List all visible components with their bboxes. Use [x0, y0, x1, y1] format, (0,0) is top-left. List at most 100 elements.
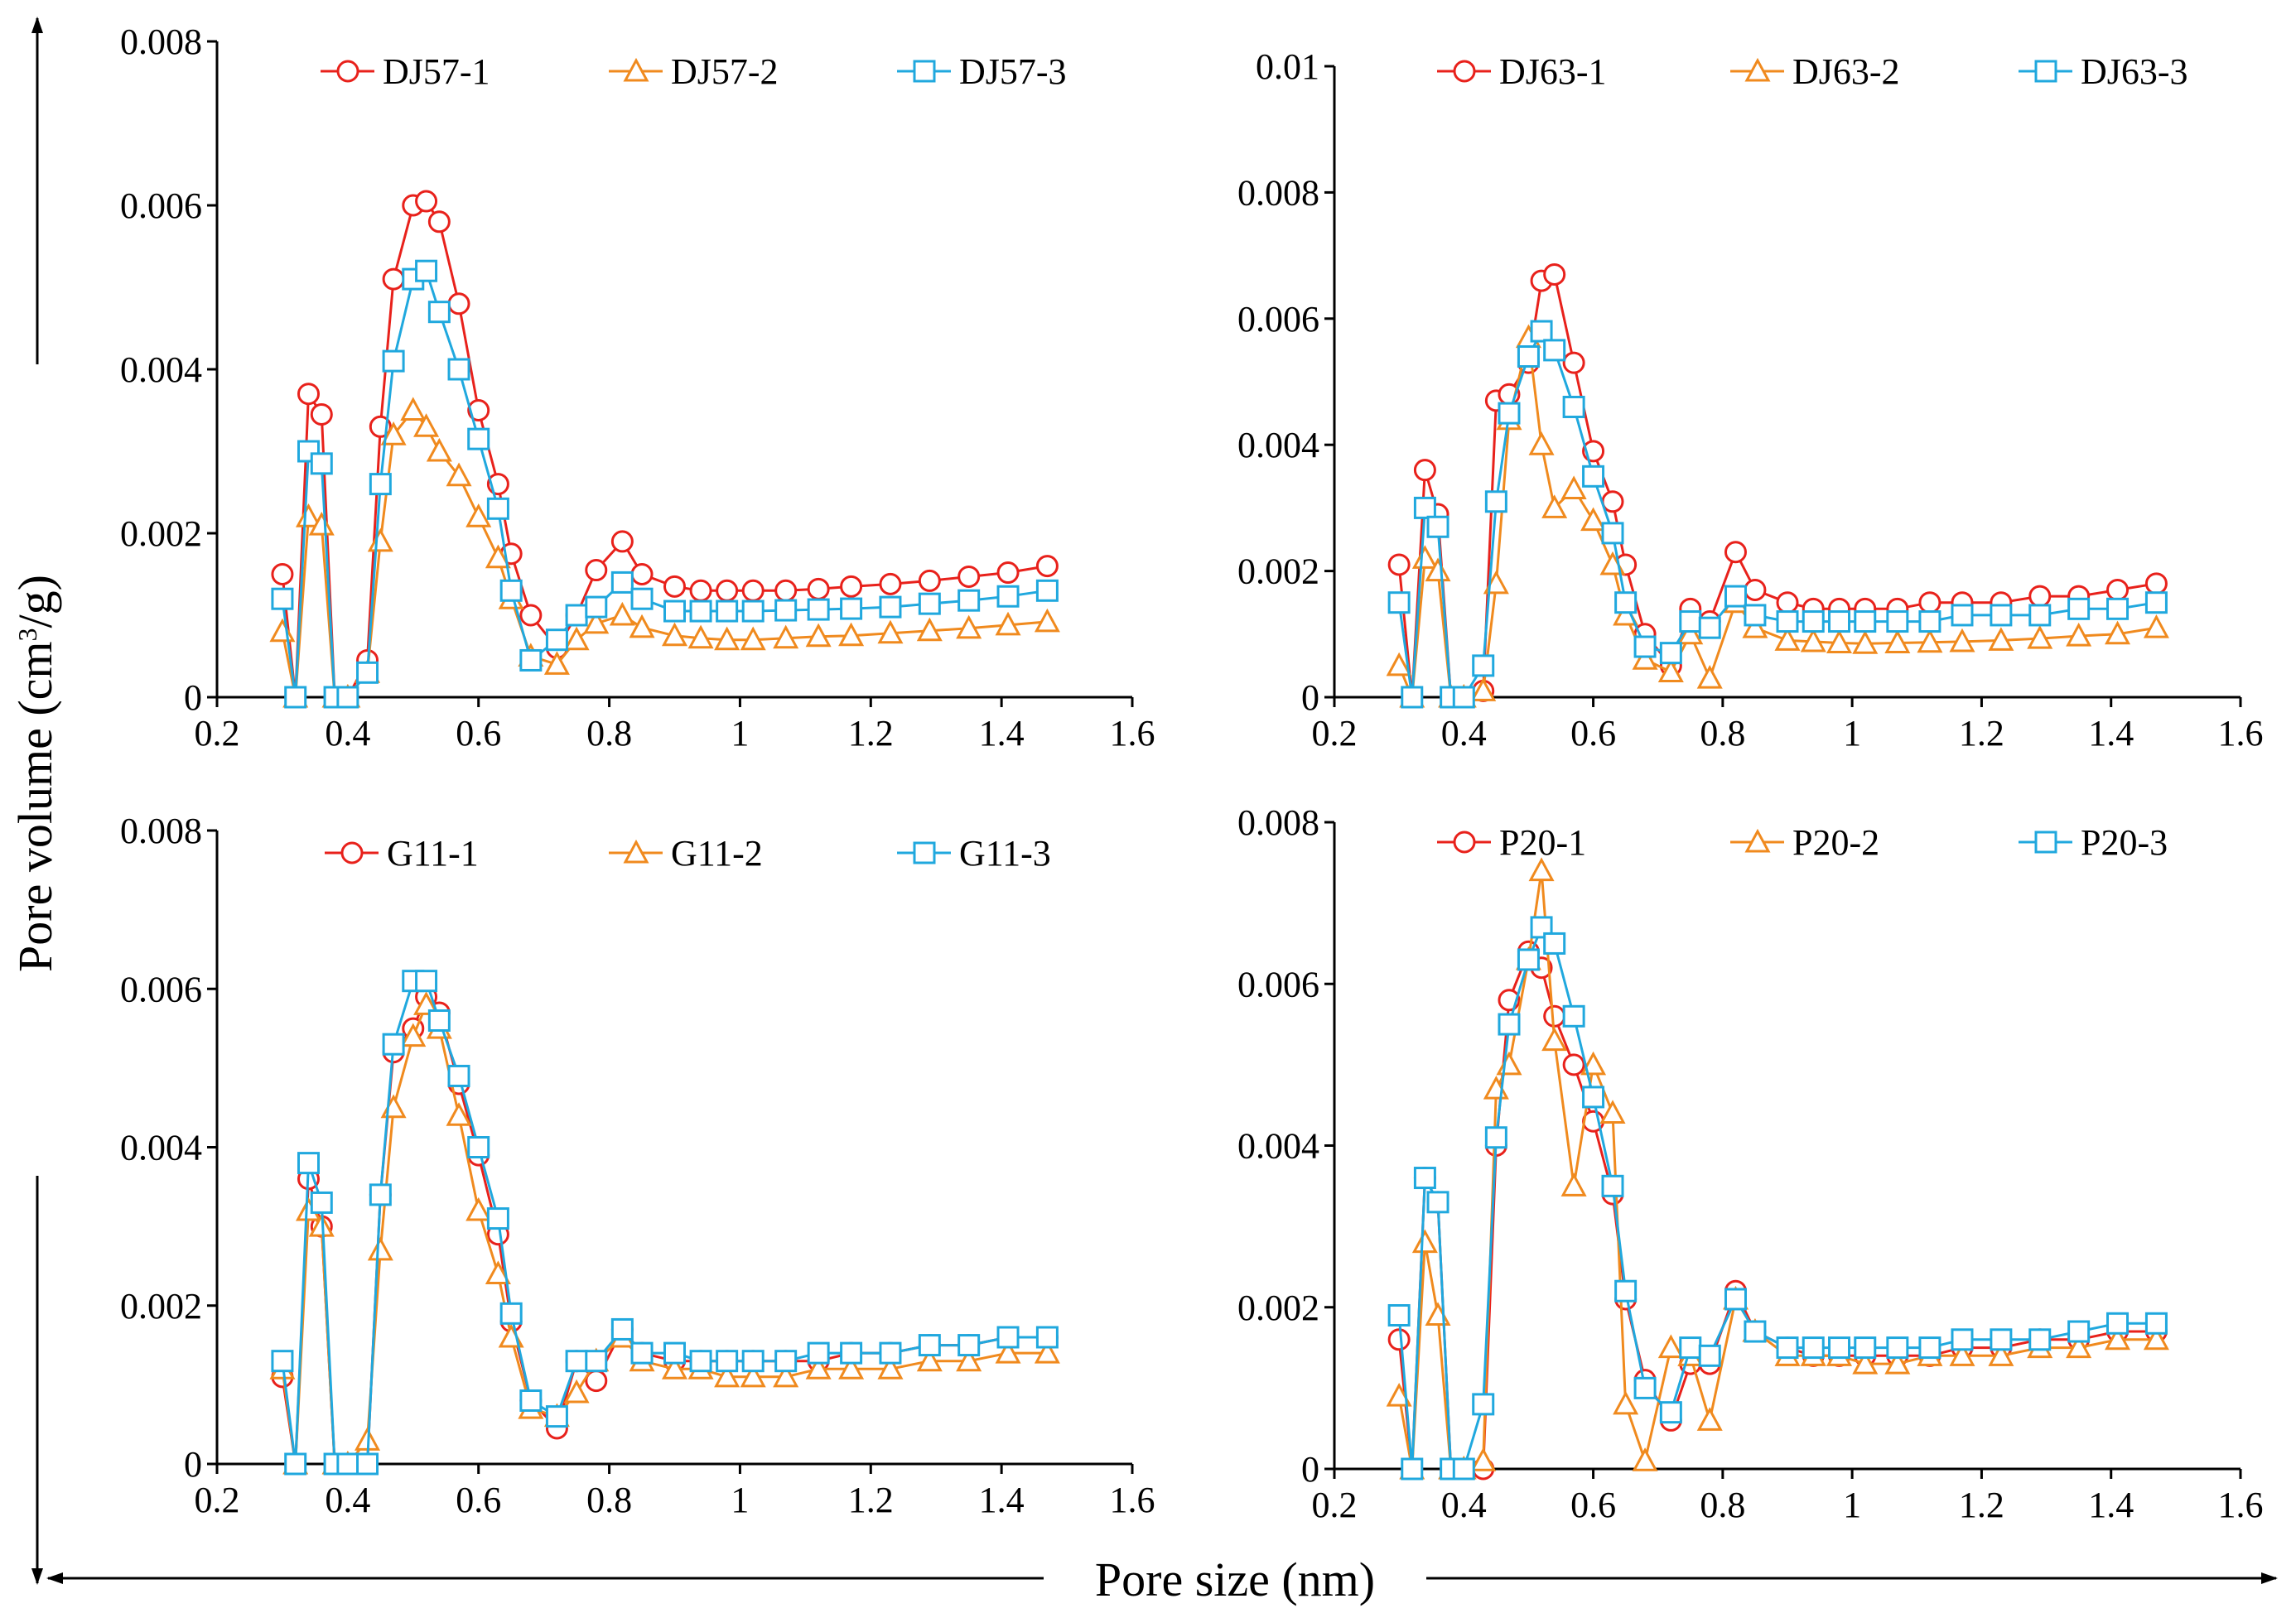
legend-marker-DJ63-3 [2034, 60, 2057, 83]
x-tick-label: 1.2 [848, 713, 894, 754]
data-point-DJ57-3 [996, 585, 1020, 608]
data-point-P20-3 [1679, 1336, 1702, 1360]
data-point-P20-3 [1601, 1174, 1624, 1197]
data-point-DJ63-2 [2105, 620, 2131, 645]
data-point-DJ57-2 [609, 601, 635, 626]
data-point-DJ57-3 [519, 648, 543, 672]
data-point-DJ63-3 [1452, 686, 1475, 709]
panels: 0 0.002 0.004 0.006 0.008 0.2 0.4 0.6 0.8 1 1.2 1.4… [120, 22, 2264, 1525]
data-point-DJ57-1 [447, 292, 470, 315]
data-point-DJ63-2 [1917, 628, 1943, 653]
data-point-DJ57-2 [714, 626, 740, 651]
x-tick-label: 0.8 [586, 713, 632, 754]
data-point-DJ63-2 [2143, 614, 2169, 638]
data-point-DJ57-3 [427, 301, 451, 324]
data-point-DJ63-3 [1918, 610, 1941, 633]
data-point-DJ57-2 [956, 614, 982, 639]
data-point-DJ63-3 [2106, 597, 2130, 620]
data-point-DJ57-2 [1034, 608, 1060, 633]
data-point-G11-2 [367, 1236, 393, 1261]
data-point-DJ57-3 [663, 599, 686, 623]
x-axis-title: Pore size (nm) [1095, 1553, 1375, 1606]
data-point-DJ57-3 [1035, 579, 1059, 602]
legend-label-P20-1: P20-1 [1499, 822, 1586, 863]
data-point-DJ57-3 [382, 349, 405, 373]
data-point-G11-2 [995, 1339, 1021, 1364]
data-point-DJ57-2 [877, 619, 904, 644]
data-point-DJ57-3 [447, 358, 470, 381]
data-point-G11-2 [485, 1260, 511, 1284]
series-line-DJ57-3 [281, 269, 1048, 699]
data-point-DJ57-1 [310, 402, 333, 426]
series-P20-3: P20-3 [1387, 822, 2168, 1481]
data-point-G11-3 [996, 1326, 1020, 1349]
data-point-DJ63-3 [1698, 616, 1721, 639]
data-point-G11-3 [415, 970, 438, 993]
data-point-DJ57-2 [583, 609, 610, 634]
y-tick-label: 0.008 [120, 811, 202, 851]
data-point-DJ63-3 [1951, 604, 1974, 627]
data-point-P20-2 [1470, 1447, 1497, 1471]
data-point-G11-3 [630, 1341, 654, 1365]
data-point-DJ57-2 [995, 611, 1021, 636]
data-point-DJ63-2 [1580, 507, 1607, 532]
data-point-DJ63-3 [1498, 402, 1521, 425]
data-point-P20-1 [1387, 1328, 1411, 1351]
data-point-DJ63-1 [1543, 262, 1566, 286]
data-point-P20-3 [1744, 1320, 1767, 1343]
data-point-DJ57-2 [380, 421, 407, 445]
data-point-G11-2 [805, 1355, 832, 1379]
data-point-DJ57-2 [400, 397, 427, 421]
data-point-G11-2 [838, 1355, 865, 1379]
data-point-P20-2 [1884, 1350, 1911, 1375]
data-point-G11-3 [382, 1033, 405, 1056]
data-point-G11-3 [565, 1350, 588, 1373]
data-point-DJ63-2 [1470, 677, 1497, 701]
chart-panel-3: 0 0.002 0.004 0.006 0.008 0.2 0.4 0.6 0.8 1 1.2 1.4… [120, 811, 1155, 1520]
y-axis-title-tail: /g) [8, 575, 62, 628]
data-point-G11-2 [1034, 1339, 1060, 1364]
data-point-P20-3 [2028, 1328, 2052, 1351]
data-point-DJ57-2 [629, 614, 655, 638]
data-point-DJ57-1 [840, 575, 863, 598]
data-point-G11-2 [563, 1379, 590, 1404]
data-point-P20-1 [1543, 1004, 1566, 1028]
legend-label-DJ63-1: DJ63-1 [1499, 51, 1607, 92]
data-point-DJ57-3 [310, 452, 333, 475]
data-point-P20-2 [1411, 1229, 1438, 1254]
data-point-DJ57-3 [716, 599, 739, 623]
data-point-DJ63-2 [1800, 628, 1826, 652]
data-point-DJ57-3 [356, 661, 379, 684]
chart-panel-1: 0 0.002 0.004 0.006 0.008 0.2 0.4 0.6 0.8 1 1.2 1.4… [120, 22, 1155, 754]
data-point-DJ63-3 [2028, 604, 2052, 627]
data-point-P20-2 [1599, 1100, 1626, 1124]
legend-label-P20-3: P20-3 [2081, 822, 2168, 863]
data-point-DJ63-2 [1696, 664, 1723, 689]
series-line-G11-2 [281, 1003, 1048, 1466]
data-point-P20-2 [1696, 1407, 1723, 1431]
data-point-DJ63-2 [1411, 545, 1438, 569]
data-point-DJ57-2 [426, 437, 452, 462]
data-point-DJ57-2 [295, 503, 322, 527]
data-point-G11-3 [774, 1350, 798, 1373]
data-point-G11-3 [879, 1341, 902, 1365]
x-tick-label: 1.6 [1110, 1480, 1155, 1520]
data-point-DJ57-2 [563, 626, 590, 651]
y-tick-label: 0.002 [120, 513, 202, 554]
data-point-P20-2 [1613, 1390, 1639, 1415]
legend-marker-DJ63-1 [1453, 60, 1476, 83]
legend-label-G11-1: G11-1 [387, 833, 479, 874]
x-tick-label: 0.4 [1441, 713, 1487, 754]
x-tick-label: 1 [1843, 1485, 1861, 1525]
data-point-G11-3 [663, 1341, 686, 1365]
data-point-P20-3 [1724, 1288, 1747, 1311]
data-point-G11-2 [400, 1023, 427, 1047]
data-point-DJ57-2 [543, 651, 570, 675]
data-point-G11-2 [413, 991, 440, 1015]
data-point-G11-3 [297, 1152, 320, 1175]
data-point-P20-3 [1633, 1376, 1657, 1399]
y-tick-label: 0.008 [1237, 802, 1319, 843]
x-tick-label: 1.6 [2218, 713, 2264, 754]
data-point-DJ57-1 [467, 399, 490, 421]
x-tick-label: 0.4 [1441, 1485, 1487, 1525]
